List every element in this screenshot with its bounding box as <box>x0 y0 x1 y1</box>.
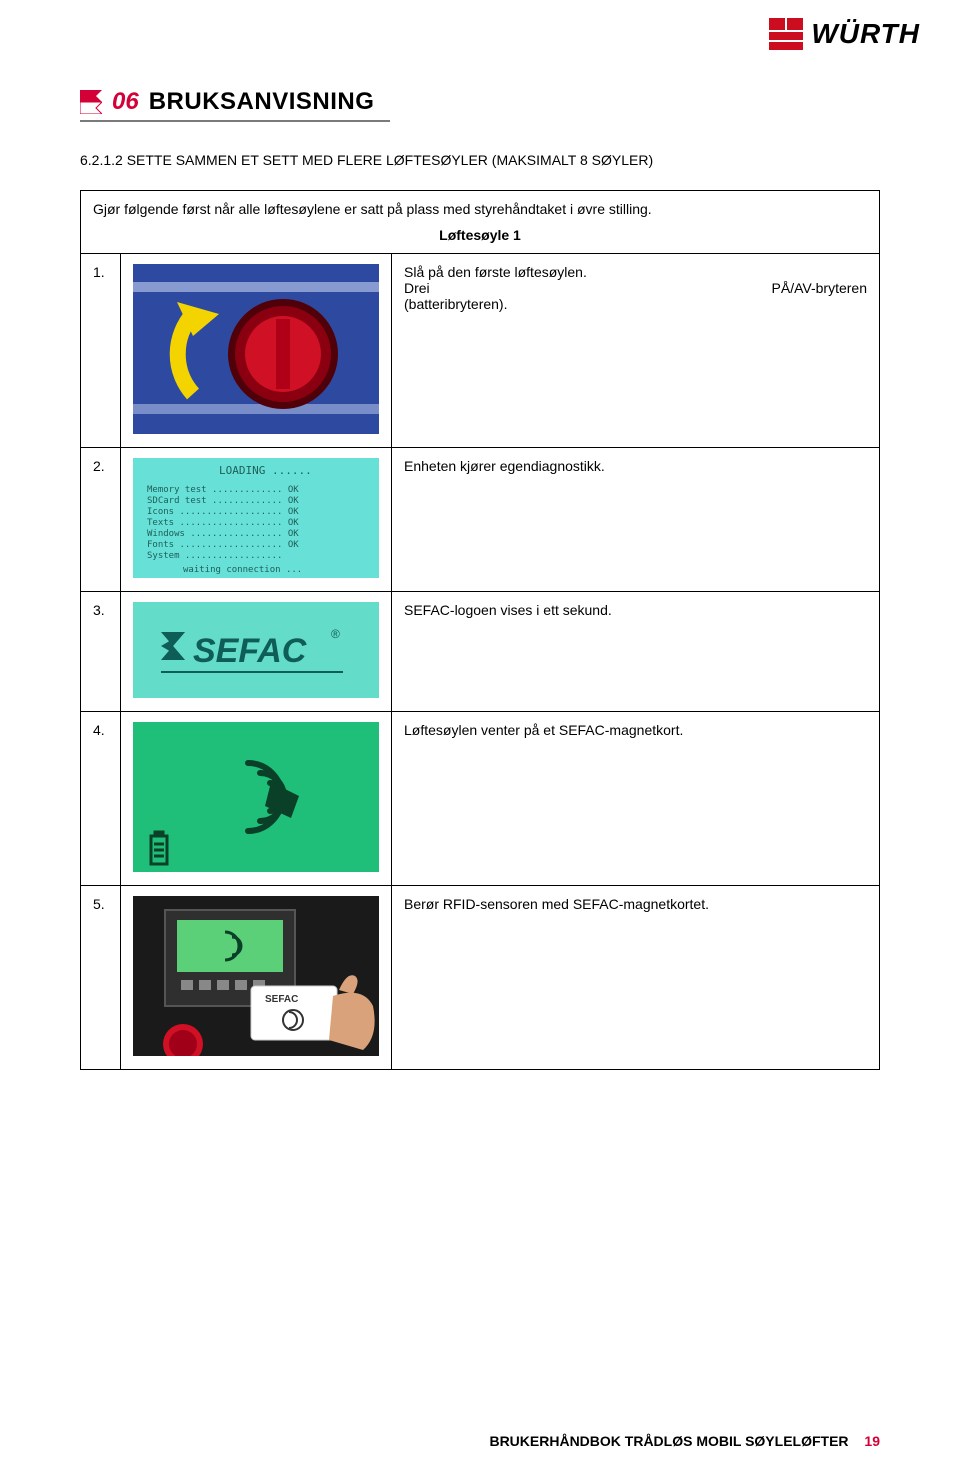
footer-text: BRUKERHÅNDBOK TRÅDLØS MOBIL SØYLELØFTER <box>489 1433 848 1449</box>
table-row: 1. Slå på den første løftesøylen <box>81 254 880 448</box>
step-image-cell: LOADING ...... Memory test .............… <box>121 448 392 592</box>
step-description: Slå på den første løftesøylen. Drei PÅ/A… <box>392 254 880 448</box>
svg-text:Memory test ............. OK: Memory test ............. OK <box>147 485 299 495</box>
table-intro-text: Gjør følgende først når alle løftesøylen… <box>93 201 867 217</box>
brand-logo: WÜRTH <box>769 18 920 50</box>
step1-line1: Slå på den første løftesøylen. <box>404 264 867 280</box>
step1-line2b: PÅ/AV-bryteren <box>772 280 867 296</box>
svg-text:Texts ................... OK: Texts ................... OK <box>147 518 299 528</box>
table-subtitle: Løftesøyle 1 <box>93 227 867 243</box>
footer-page-number: 19 <box>864 1433 880 1449</box>
step1-image <box>133 264 379 434</box>
table-intro-cell: Gjør følgende først når alle løftesøylen… <box>81 191 880 254</box>
step-description: Enheten kjører egendiagnostikk. <box>392 448 880 592</box>
svg-text:System ..................: System .................. <box>147 551 282 561</box>
step-number: 5. <box>81 886 121 1070</box>
svg-text:SDCard test ............. OK: SDCard test ............. OK <box>147 496 299 506</box>
sub-heading: 6.2.1.2 SETTE SAMMEN ET SETT MED FLERE L… <box>80 152 880 168</box>
step-number: 3. <box>81 592 121 712</box>
instruction-table: Gjør følgende først når alle løftesøylen… <box>80 190 880 1070</box>
svg-text:SEFAC: SEFAC <box>265 994 298 1005</box>
svg-text:Icons ................... OK: Icons ................... OK <box>147 507 299 517</box>
table-row: 2. LOADING ...... Memory test ..........… <box>81 448 880 592</box>
brand-name: WÜRTH <box>811 18 920 50</box>
step-description: SEFAC-logoen vises i ett sekund. <box>392 592 880 712</box>
step-number: 2. <box>81 448 121 592</box>
step1-line2a: Drei <box>404 280 430 296</box>
section-title: BRUKSANVISNING <box>149 88 375 116</box>
svg-text:SEFAC: SEFAC <box>193 632 307 670</box>
section-header: 06 BRUKSANVISNING <box>80 88 390 122</box>
step-description: Løftesøylen venter på et SEFAC-magnetkor… <box>392 712 880 886</box>
step3-image: SEFAC ® <box>133 602 379 698</box>
step2-image: LOADING ...... Memory test .............… <box>133 458 379 578</box>
step4-image <box>133 722 379 872</box>
step-number: 4. <box>81 712 121 886</box>
table-row: 5. <box>81 886 880 1070</box>
section-flag-icon <box>80 90 102 114</box>
wurth-logo-icon <box>769 18 803 50</box>
step-image-cell: SEFAC ® <box>121 592 392 712</box>
svg-text:®: ® <box>331 627 340 641</box>
svg-text:LOADING ......: LOADING ...... <box>219 464 312 477</box>
step-description: Berør RFID-sensoren med SEFAC-magnetkort… <box>392 886 880 1070</box>
step-number: 1. <box>81 254 121 448</box>
step5-image: SEFAC <box>133 896 379 1056</box>
step-image-cell: SEFAC <box>121 886 392 1070</box>
step1-line3: (batteribryteren). <box>404 296 867 312</box>
svg-text:waiting connection ...: waiting connection ... <box>183 565 302 575</box>
svg-text:Fonts ................... OK: Fonts ................... OK <box>147 540 299 550</box>
section-number: 06 <box>112 88 139 116</box>
svg-text:Windows ................. OK: Windows ................. OK <box>147 529 299 539</box>
step-image-cell <box>121 254 392 448</box>
table-row: 4. <box>81 712 880 886</box>
table-row: 3. SEFAC ® SEFAC-logoen vises i ett seku… <box>81 592 880 712</box>
page-footer: BRUKERHÅNDBOK TRÅDLØS MOBIL SØYLELØFTER … <box>489 1433 880 1449</box>
step-image-cell <box>121 712 392 886</box>
